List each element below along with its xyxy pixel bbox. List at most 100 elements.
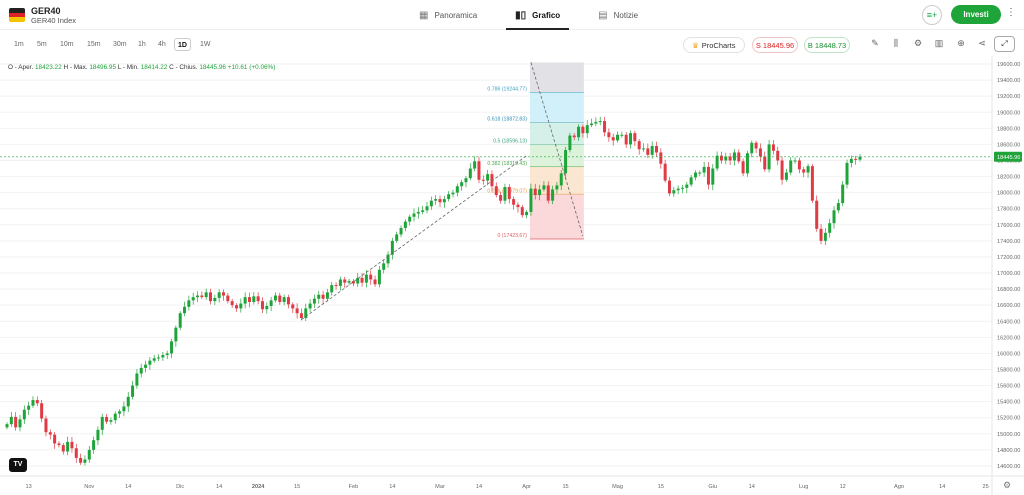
- candle-body: [83, 459, 87, 463]
- candle-body: [806, 166, 810, 173]
- fib-zone: [529, 144, 584, 167]
- share-icon[interactable]: ⋖: [978, 38, 986, 48]
- gear-icon[interactable]: ⚙: [913, 38, 923, 48]
- price-chart[interactable]: 19600.00 19400.00 19200.00 19000.00 18800.00…: [0, 56, 1024, 495]
- candle-body: [551, 189, 555, 201]
- axis-settings-icon[interactable]: ⚙: [1003, 480, 1012, 490]
- candle-body: [408, 216, 412, 222]
- y-tick-label: 15200.00: [997, 416, 1020, 422]
- candle-body: [564, 150, 568, 174]
- candles-icon: ▮▯: [515, 9, 527, 21]
- candle-body: [425, 206, 429, 211]
- candle-body: [57, 443, 61, 446]
- more-options-icon[interactable]: ⋮: [1006, 7, 1016, 18]
- change-value: +10.61 (+0.06%): [227, 64, 276, 71]
- y-tick-label: 18000.00: [997, 191, 1020, 197]
- fullscreen-button[interactable]: ⤢: [994, 36, 1015, 52]
- x-tick-label: Mar: [435, 484, 445, 490]
- x-tick-label: Feb: [349, 484, 359, 490]
- chart-type-icon[interactable]: ⫼: [893, 38, 899, 48]
- candle-body: [170, 341, 174, 354]
- candle-body: [594, 121, 598, 124]
- candle-body: [403, 221, 407, 229]
- candle-body: [823, 232, 827, 241]
- candle-body: [200, 295, 204, 298]
- timeframe-1h[interactable]: 1h: [138, 41, 146, 48]
- y-tick-label: 15400.00: [997, 400, 1020, 406]
- candle-body: [165, 353, 169, 356]
- candle-body: [226, 295, 230, 302]
- trend-line: [530, 62, 584, 237]
- candle-body: [343, 279, 347, 283]
- tab-panoramica[interactable]: ▦ Panoramica: [410, 0, 486, 30]
- candle-body: [317, 294, 321, 299]
- y-tick-label: 19400.00: [997, 78, 1020, 84]
- add-circle-icon[interactable]: ⊕: [957, 38, 965, 48]
- timeframe-1m[interactable]: 1m: [14, 41, 24, 48]
- tab-grafico[interactable]: ▮▯ Grafico: [506, 0, 570, 30]
- candle-body: [451, 192, 455, 195]
- candle-body: [455, 186, 459, 193]
- timeframe-15m[interactable]: 15m: [87, 41, 101, 48]
- candle-body: [386, 254, 390, 264]
- fib-level-label: 0 (17423.67): [498, 233, 528, 239]
- candle-body: [373, 279, 377, 285]
- candle-body: [793, 160, 797, 162]
- buy-button[interactable]: B 18448.73: [804, 37, 850, 53]
- draw-pencil-icon[interactable]: ✎: [871, 38, 879, 48]
- candle-body: [434, 199, 438, 201]
- timeframe-4h[interactable]: 4h: [158, 41, 166, 48]
- candle-body: [213, 297, 217, 302]
- timeframe-1d[interactable]: 1D: [174, 38, 191, 51]
- candle-body: [447, 194, 451, 200]
- candle-body: [763, 156, 767, 170]
- x-tick-label: 15: [658, 484, 664, 490]
- candle-body: [784, 172, 788, 180]
- candle-body: [771, 144, 775, 151]
- x-tick-label: Nov: [84, 484, 94, 490]
- low-label: L - Min.: [117, 64, 139, 71]
- candle-body: [507, 187, 511, 200]
- watchlist-add-button[interactable]: ≡+: [922, 5, 942, 25]
- candle-body: [572, 135, 576, 138]
- candle-body: [364, 274, 368, 283]
- candle-body: [356, 277, 360, 284]
- current-price-badge: [994, 151, 1022, 162]
- candle-body: [745, 153, 749, 174]
- indicators-icon[interactable]: ▥: [934, 38, 944, 48]
- candle-body: [741, 161, 745, 174]
- timeframe-1w[interactable]: 1W: [200, 41, 211, 48]
- candle-body: [382, 263, 386, 270]
- x-tick-label: 14: [476, 484, 482, 490]
- x-tick-label: Giu: [708, 484, 717, 490]
- candle-body: [183, 306, 187, 314]
- candle-body: [624, 134, 628, 145]
- candle-body: [854, 158, 858, 160]
- procharts-button[interactable]: ♛ ProCharts: [683, 37, 745, 53]
- x-tick-label: 13: [26, 484, 32, 490]
- timeframe-30m[interactable]: 30m: [113, 41, 127, 48]
- y-tick-label: 18800.00: [997, 126, 1020, 132]
- candle-body: [247, 297, 251, 302]
- candle-body: [607, 132, 611, 138]
- candle-body: [113, 413, 117, 421]
- candle-body: [460, 182, 464, 187]
- tab-notizie[interactable]: ▤ Notizie: [589, 0, 647, 30]
- candle-body: [148, 360, 152, 365]
- timeframe-10m[interactable]: 10m: [60, 41, 74, 48]
- invest-button[interactable]: Investi: [951, 5, 1001, 24]
- candle-body: [754, 142, 758, 149]
- x-tick-label: 14: [939, 484, 945, 490]
- candle-body: [828, 223, 832, 233]
- low-value: 18414.22: [140, 64, 168, 71]
- candle-body: [538, 189, 542, 196]
- sell-button[interactable]: S 18445.96: [752, 37, 798, 53]
- candle-body: [646, 148, 650, 155]
- candle-body: [135, 373, 139, 386]
- timeframe-5m[interactable]: 5m: [37, 41, 47, 48]
- candle-body: [603, 121, 607, 133]
- candle-body: [18, 419, 22, 428]
- chart-toolbar: 1m 5m 10m 15m 30m 1h 4h 1D 1W: [0, 32, 1024, 56]
- candle-body: [278, 295, 282, 302]
- candle-body: [191, 297, 195, 301]
